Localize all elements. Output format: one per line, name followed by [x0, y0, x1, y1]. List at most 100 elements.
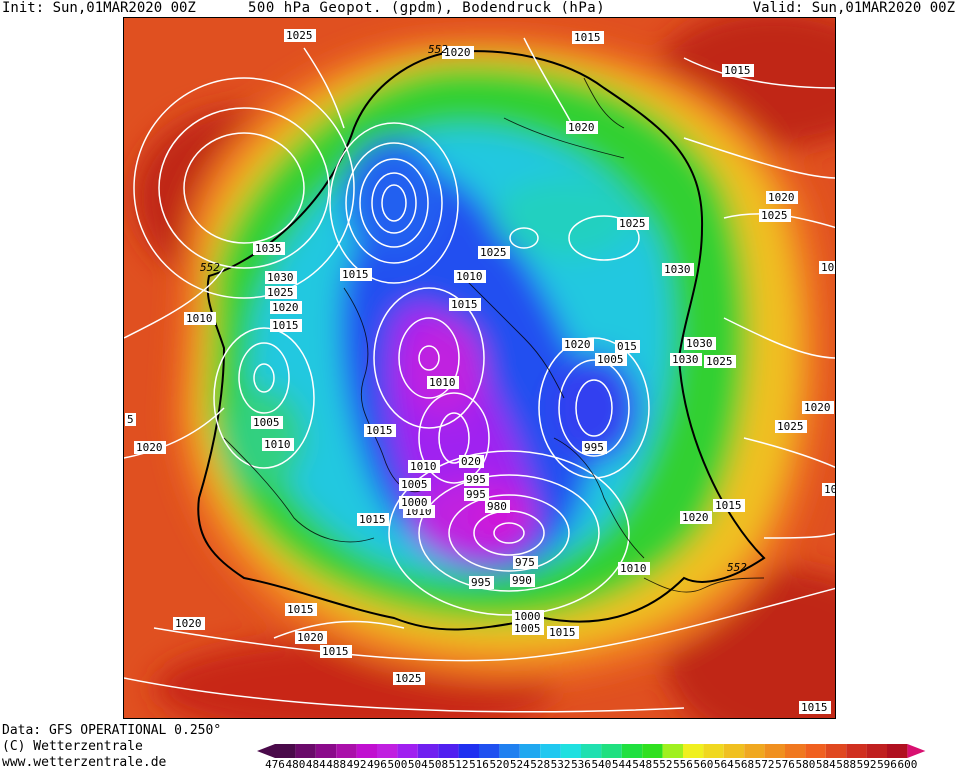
legend-swatch: [744, 744, 765, 758]
data-source-label: Data: GFS OPERATIONAL 0.250°: [2, 723, 222, 738]
legend-arrow-left: [257, 744, 275, 758]
weather-map: 1025 1020 1015 1015 1020 1035 1030 1025 1020 1015…: [123, 17, 836, 719]
legend-tick-label: 500: [387, 758, 407, 770]
pressure-label: 1020: [680, 511, 712, 524]
legend-swatch: [642, 744, 663, 758]
pressure-label: 1025: [393, 672, 425, 685]
pressure-label-text: 1000: [401, 496, 428, 509]
pressure-label-text: 1025: [706, 355, 733, 368]
pressure-label-text: 1020: [768, 191, 795, 204]
pressure-label-text: 1025: [777, 420, 804, 433]
pressure-label: 10: [822, 483, 835, 496]
pressure-label: 1020: [270, 301, 302, 314]
pressure-label: 1010: [408, 460, 440, 473]
website-link[interactable]: www.wetterzentrale.de: [2, 755, 167, 770]
pressure-label: 1020: [442, 46, 474, 59]
pressure-label: 1020: [802, 401, 834, 414]
pressure-label: 995: [464, 488, 489, 501]
pressure-label-text: 980: [487, 500, 507, 513]
pressure-label: 1005: [399, 478, 431, 491]
legend-tick-label: 564: [714, 758, 734, 770]
pressure-label-text: 1020: [175, 617, 202, 630]
legend-swatch: [438, 744, 459, 758]
pressure-label: 1030: [662, 263, 694, 276]
pressure-label: 1030: [265, 271, 297, 284]
pressure-label-text: 1020: [682, 511, 709, 524]
pressure-label-text: 1025: [480, 246, 507, 259]
pressure-label: 1015: [799, 701, 831, 714]
pressure-label: 1020: [295, 631, 327, 644]
pressure-label-text: 1020: [136, 441, 163, 454]
pressure-label-text: 1025: [286, 29, 313, 42]
legend-swatch: [540, 744, 561, 758]
pressure-label: 1015: [357, 513, 389, 526]
pressure-label: 1030: [684, 337, 716, 350]
legend-tick-label: 552: [653, 758, 673, 770]
legend-tick-label: 596: [877, 758, 897, 770]
pressure-label-text: 1020: [444, 46, 471, 59]
pressure-label-text: 1020: [821, 261, 836, 274]
legend-tick-label: 548: [632, 758, 652, 770]
legend-swatch: [295, 744, 316, 758]
pressure-label-text: 1015: [359, 513, 386, 526]
pressure-label: 1015: [364, 424, 396, 437]
legend-swatch: [377, 744, 398, 758]
pressure-label-text: 1010: [620, 562, 647, 575]
pressure-label-text: 1030: [664, 263, 691, 276]
pressure-label: 1015: [713, 499, 745, 512]
legend-tick-label: 480: [285, 758, 305, 770]
pressure-label-text: 1015: [366, 424, 393, 437]
pressure-label: 1010: [618, 562, 650, 575]
pressure-label: 5: [125, 413, 136, 426]
pressure-label-text: 1020: [564, 338, 591, 351]
pressure-label: 1025: [759, 209, 791, 222]
pressure-label: 1015: [320, 645, 352, 658]
legend-tick-label: 512: [449, 758, 469, 770]
legend-tick-label: 592: [857, 758, 877, 770]
map-title: 500 hPa Geopot. (gpdm), Bodendruck (hPa): [248, 0, 606, 16]
pressure-label: 1010: [427, 376, 459, 389]
legend-swatch: [581, 744, 602, 758]
legend-tick-label: 544: [612, 758, 632, 770]
legend-tick-label: 516: [469, 758, 489, 770]
pressure-label: 1015: [340, 268, 372, 281]
pressure-label: 1025: [284, 29, 316, 42]
legend-swatch: [275, 744, 296, 758]
legend-tick-label: 556: [673, 758, 693, 770]
legend-tick-label: 588: [836, 758, 856, 770]
legend-swatch: [703, 744, 724, 758]
legend-tick-label: 524: [510, 758, 530, 770]
legend-tick-label: 572: [755, 758, 775, 770]
pressure-label: 1010: [454, 270, 486, 283]
pressure-label: 1005: [595, 353, 627, 366]
legend-tick-label: 476: [265, 758, 285, 770]
pressure-label: 1020: [173, 617, 205, 630]
color-legend: 476 480 484 488 492 496 500 504 508 512 516 520 524 5…: [257, 744, 926, 770]
pressure-label-text: 1015: [322, 645, 349, 658]
legend-tick-label: 504: [408, 758, 428, 770]
legend-tick-label: 580: [795, 758, 815, 770]
legend-tick-label: 484: [306, 758, 326, 770]
pressure-label: 1020: [134, 441, 166, 454]
legend-swatch: [479, 744, 500, 758]
pressure-label: 1025: [775, 420, 807, 433]
pressure-label-text: 1030: [686, 337, 713, 350]
legend-swatch: [825, 744, 847, 758]
pressure-label-text: 1010: [186, 312, 213, 325]
pressure-label-text: 975: [515, 556, 535, 569]
legend-tick-label: 560: [693, 758, 713, 770]
legend-tick-label: 508: [428, 758, 448, 770]
legend-tick-label: 528: [530, 758, 550, 770]
pressure-label: 995: [582, 441, 607, 454]
pressure-label-text: 1010: [456, 270, 483, 283]
pressure-label: 1030: [670, 353, 702, 366]
pressure-label-text: 5: [127, 413, 134, 426]
pressure-label-text: 1005: [401, 478, 428, 491]
pressure-label-text: 1015: [574, 31, 601, 44]
legend-tick-label: 600: [897, 758, 917, 770]
pressure-label-text: 1030: [267, 271, 294, 284]
pressure-label: 1020: [819, 261, 836, 274]
legend-tick-label: 496: [367, 758, 387, 770]
legend-swatch: [846, 744, 867, 758]
legend-swatch: [397, 744, 418, 758]
